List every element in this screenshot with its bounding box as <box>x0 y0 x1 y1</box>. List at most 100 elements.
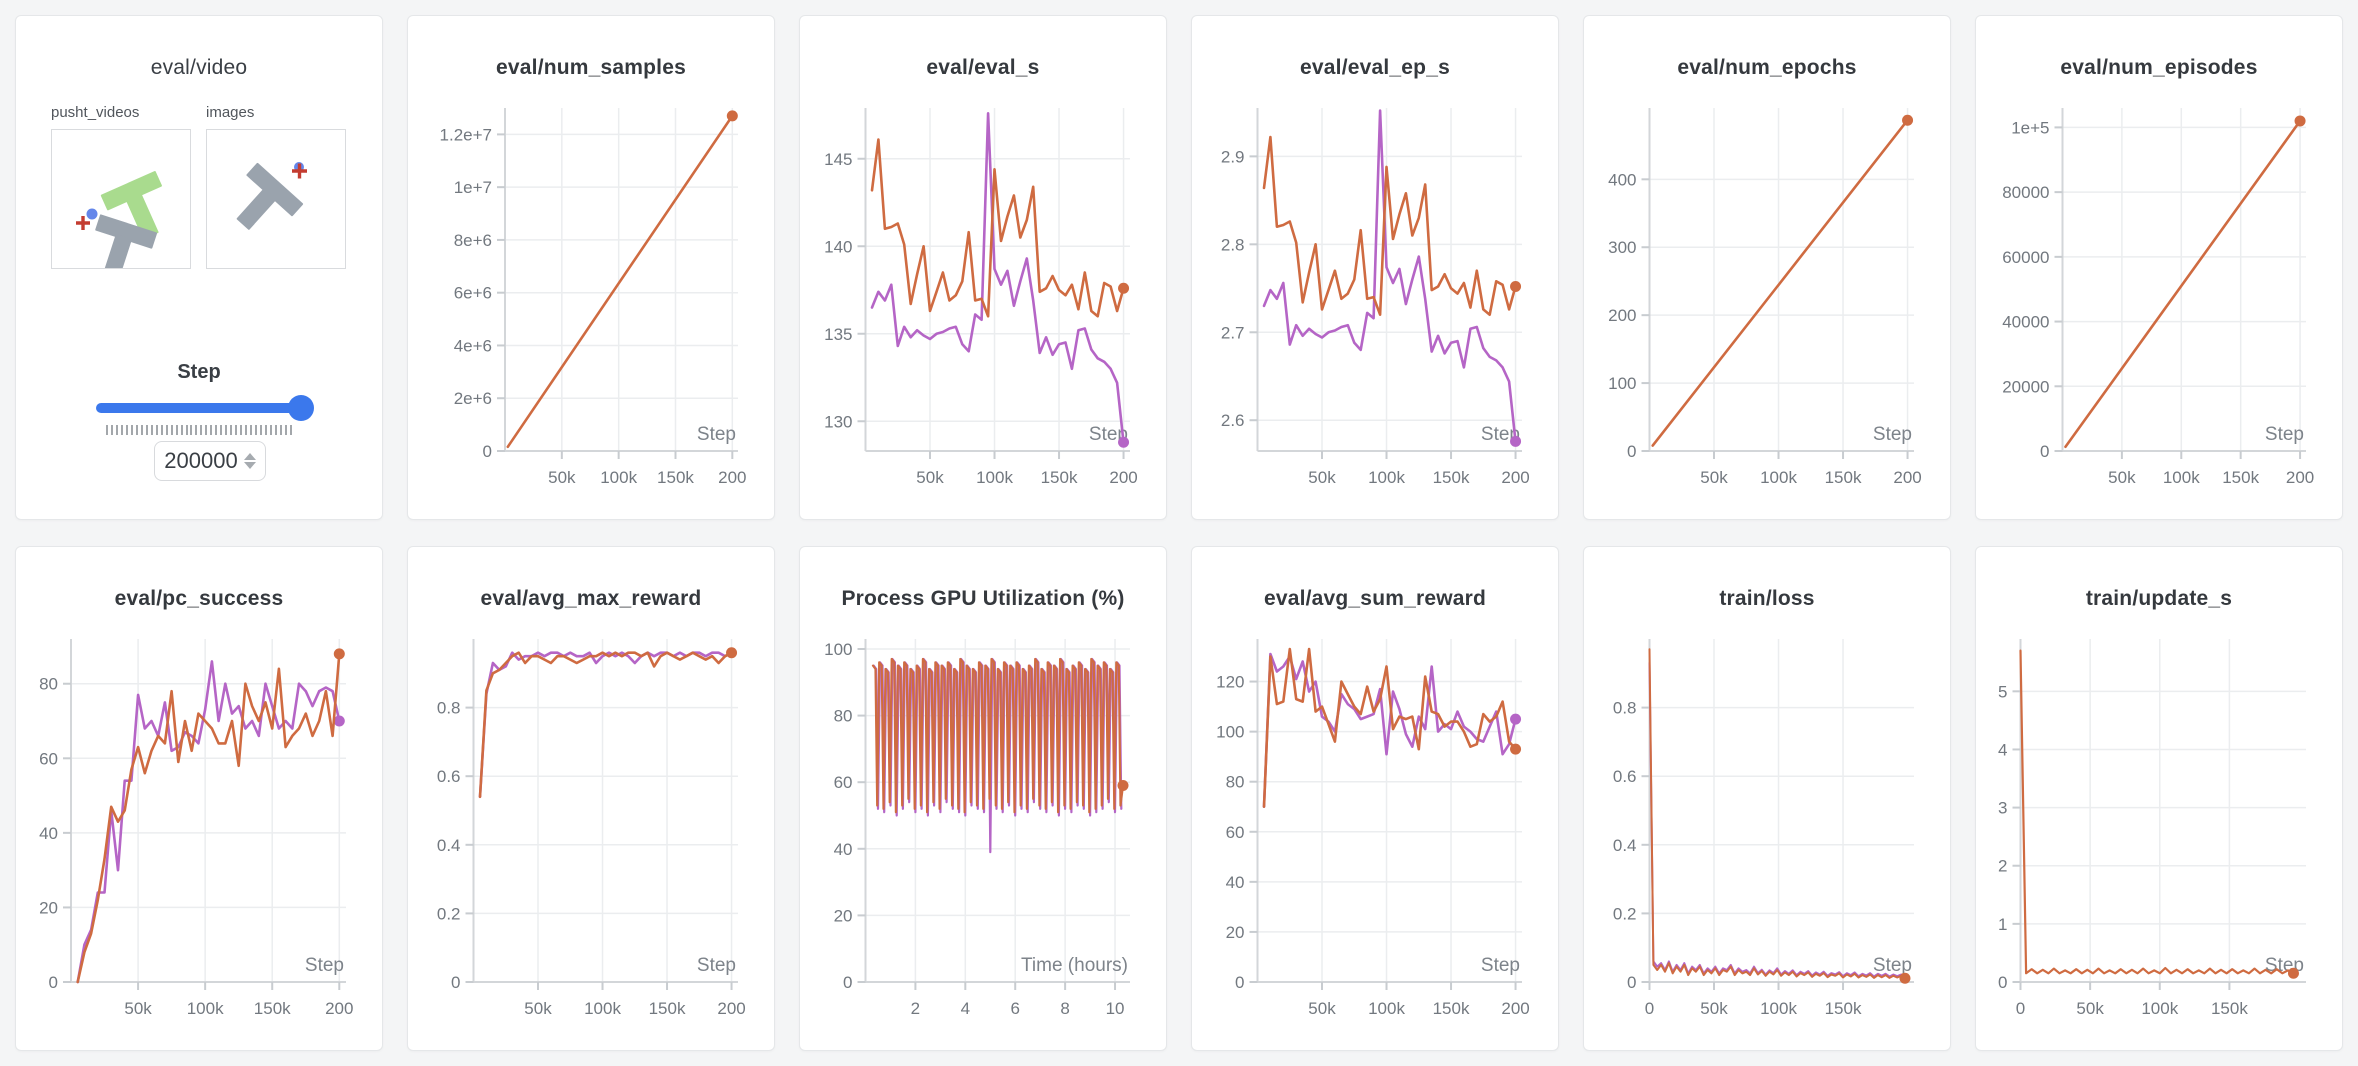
svg-text:0: 0 <box>843 973 852 992</box>
svg-text:20000: 20000 <box>2002 377 2049 396</box>
svg-text:150k: 150k <box>254 999 291 1018</box>
slider-knob[interactable] <box>288 395 314 421</box>
svg-text:145: 145 <box>824 150 852 169</box>
chart-title: eval/eval_ep_s <box>1300 56 1450 79</box>
svg-text:80: 80 <box>39 675 58 694</box>
media-label: pusht_videos <box>51 104 140 121</box>
svg-text:40: 40 <box>1226 873 1245 892</box>
svg-text:40: 40 <box>39 824 58 843</box>
svg-text:0.6: 0.6 <box>1613 767 1637 786</box>
svg-text:200: 200 <box>325 999 353 1018</box>
goal-cross <box>76 216 90 230</box>
media-row: pusht_videos <box>51 104 346 278</box>
svg-text:0.2: 0.2 <box>437 904 461 923</box>
svg-text:1: 1 <box>1998 915 2007 934</box>
svg-text:100k: 100k <box>1760 468 1797 487</box>
svg-text:0: 0 <box>2016 999 2025 1018</box>
svg-text:Step: Step <box>1481 424 1520 445</box>
panel-eval-num-samples: eval/num_samples 50k 100k 150k 200 0 2e+6 4e+6… <box>407 15 775 520</box>
chart-title: eval/avg_sum_reward <box>1263 587 1487 610</box>
panel-eval-eval-ep-s: eval/eval_ep_s 50k 100k 150k 200 2.6 2.7 2.8 2.… <box>1191 15 1559 520</box>
svg-text:150k: 150k <box>1041 468 1078 487</box>
svg-text:0.8: 0.8 <box>437 699 461 718</box>
svg-text:200: 200 <box>2286 468 2314 487</box>
chart-eval-pc-success[interactable]: 50k 100k 150k 200 0 20 40 60 80 Step <box>16 547 382 1050</box>
svg-text:0.8: 0.8 <box>1613 699 1637 718</box>
svg-text:Step: Step <box>697 955 736 976</box>
svg-text:120: 120 <box>1216 673 1244 692</box>
svg-text:200: 200 <box>1501 468 1529 487</box>
svg-text:150k: 150k <box>1825 999 1862 1018</box>
svg-text:4: 4 <box>1998 740 2007 759</box>
svg-text:0: 0 <box>2040 442 2049 461</box>
step-value-input[interactable]: 200000 <box>154 441 266 481</box>
svg-text:60: 60 <box>39 749 58 768</box>
svg-text:Step: Step <box>1481 955 1520 976</box>
svg-text:150k: 150k <box>1825 468 1862 487</box>
panel-eval-num-epochs: eval/num_epochs 50k 100k 150k 200 0 100 200 300… <box>1583 15 1951 520</box>
svg-text:4: 4 <box>961 999 970 1018</box>
pusht-scene-video <box>76 170 162 278</box>
svg-text:0.6: 0.6 <box>437 767 461 786</box>
svg-text:20: 20 <box>834 906 853 925</box>
svg-text:0: 0 <box>1235 973 1244 992</box>
slider-track[interactable] <box>96 403 302 413</box>
svg-text:100k: 100k <box>976 468 1013 487</box>
svg-text:50k: 50k <box>524 999 552 1018</box>
svg-text:80000: 80000 <box>2002 183 2049 202</box>
step-slider[interactable] <box>96 395 314 421</box>
step-up-icon[interactable] <box>243 453 256 460</box>
chart-eval-num-epochs[interactable]: 50k 100k 150k 200 0 100 200 300 400 Step <box>1584 16 1950 519</box>
svg-text:50k: 50k <box>2108 468 2136 487</box>
svg-text:100k: 100k <box>600 468 637 487</box>
svg-text:8: 8 <box>1060 999 1069 1018</box>
chart-gpu-utilization[interactable]: 2 4 6 8 10 0 20 40 60 80 100 Time (hours) <box>800 547 1166 1050</box>
pusht-video-thumbnail[interactable] <box>51 129 191 278</box>
svg-text:0.4: 0.4 <box>1613 836 1637 855</box>
pusht-scene-image <box>236 162 307 230</box>
chart-title: eval/eval_s <box>926 56 1040 79</box>
chart-train-loss[interactable]: 0 50k 100k 150k 0 0.2 0.4 0.6 0.8 Step <box>1584 547 1950 1050</box>
svg-text:100k: 100k <box>2141 999 2178 1018</box>
step-down-icon[interactable] <box>243 462 256 469</box>
svg-text:2e+6: 2e+6 <box>454 389 492 408</box>
svg-text:1e+5: 1e+5 <box>2011 118 2049 137</box>
panel-eval-video: eval/video pusht_videos <box>15 15 383 520</box>
chart-eval-avg-max-reward[interactable]: 50k 100k 150k 200 0 0.2 0.4 0.6 0.8 Step <box>408 547 774 1050</box>
chart-eval-num-samples[interactable]: 50k 100k 150k 200 0 2e+6 4e+6 6e+6 8e+6 1e+7 1.2e+… <box>408 16 774 519</box>
svg-text:2.9: 2.9 <box>1221 147 1245 166</box>
svg-text:4e+6: 4e+6 <box>454 336 492 355</box>
panel-eval-avg-max-reward: eval/avg_max_reward 50k 100k 150k 200 0 0.2 0.… <box>407 546 775 1051</box>
svg-text:50k: 50k <box>548 468 576 487</box>
step-slider-label: Step <box>177 361 221 383</box>
agent-dot <box>86 208 98 220</box>
media-label: images <box>206 104 255 121</box>
svg-text:100k: 100k <box>584 999 621 1018</box>
svg-text:200: 200 <box>718 468 746 487</box>
slider-ruler-ticks <box>106 425 292 435</box>
panel-train-update-s: train/update_s 0 50k 100k 150k 0 1 2 3 4 5 Step <box>1975 546 2343 1051</box>
chart-eval-avg-sum-reward[interactable]: 50k 100k 150k 200 0 20 40 60 80 100 120 Step <box>1192 547 1558 1050</box>
svg-text:0: 0 <box>1627 973 1636 992</box>
svg-text:5: 5 <box>1998 682 2007 701</box>
svg-text:50k: 50k <box>1308 468 1336 487</box>
svg-text:100k: 100k <box>187 999 224 1018</box>
svg-text:Step: Step <box>1873 955 1912 976</box>
chart-title: eval/avg_max_reward <box>480 587 702 610</box>
block-t-shape <box>95 214 158 278</box>
svg-text:40: 40 <box>834 840 853 859</box>
svg-text:50k: 50k <box>916 468 944 487</box>
stepper-arrows-icon[interactable] <box>243 453 256 469</box>
svg-text:135: 135 <box>824 325 852 344</box>
svg-text:150k: 150k <box>2222 468 2259 487</box>
chart-eval-num-episodes[interactable]: 50k 100k 150k 200 0 20000 40000 60000 80000 1e+5 S… <box>1976 16 2342 519</box>
images-thumbnail[interactable] <box>206 129 346 269</box>
svg-text:200: 200 <box>1109 468 1137 487</box>
chart-train-update-s[interactable]: 0 50k 100k 150k 0 1 2 3 4 5 Step <box>1976 547 2342 1050</box>
svg-text:Step: Step <box>697 424 736 445</box>
step-value: 200000 <box>164 448 238 473</box>
goal-cross <box>292 163 307 179</box>
chart-eval-eval-ep-s[interactable]: 50k 100k 150k 200 2.6 2.7 2.8 2.9 Step <box>1192 16 1558 519</box>
chart-eval-eval-s[interactable]: 50k 100k 150k 200 130 135 140 145 Step <box>800 16 1166 519</box>
svg-text:100k: 100k <box>1368 999 1405 1018</box>
